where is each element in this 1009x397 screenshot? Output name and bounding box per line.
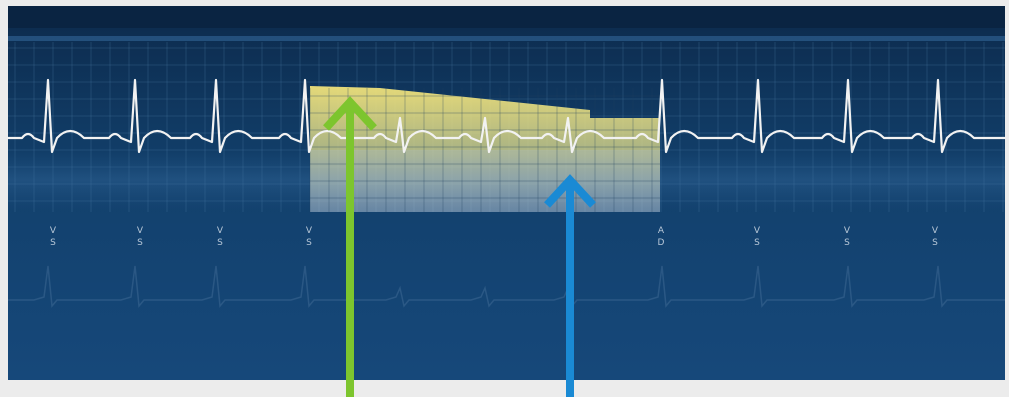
beat-marker-top: V (136, 226, 144, 236)
beat-marker-bottom: S (50, 238, 56, 248)
beat-marker-top: V (931, 226, 939, 236)
beat-marker-top: V (843, 226, 851, 236)
beat-marker-bottom: S (306, 238, 312, 248)
beat-marker-bottom: S (137, 238, 143, 248)
ecg-trace (6, 78, 1007, 154)
beat-marker: V S (302, 225, 316, 249)
blue-arrow-icon (544, 174, 596, 397)
beat-marker: V S (928, 225, 942, 249)
beat-marker: V S (750, 225, 764, 249)
beat-marker: V S (213, 225, 227, 249)
beat-marker-bottom: S (844, 238, 850, 248)
beat-marker-bottom: S (754, 238, 760, 248)
monitor-top-bar (8, 6, 1005, 28)
green-arrow-head (323, 96, 377, 131)
blue-arrow-shaft (566, 185, 574, 397)
beat-marker-bottom: S (217, 238, 223, 248)
beat-marker: V S (840, 225, 854, 249)
beat-marker-top: V (753, 226, 761, 236)
beat-marker-top: A (657, 226, 665, 236)
beat-marker-bottom: S (932, 238, 938, 248)
beat-marker-bottom: D (657, 238, 665, 248)
green-arrow-shaft (346, 108, 354, 397)
beat-marker: A D (654, 225, 668, 249)
ecg-reflection (8, 265, 1005, 308)
blue-arrow-head (544, 174, 596, 208)
beat-marker-top: V (305, 226, 313, 236)
beat-marker: V S (133, 225, 147, 249)
beat-marker-top: V (49, 226, 57, 236)
green-arrow-icon (323, 96, 377, 397)
beat-marker-top: V (216, 226, 224, 236)
beat-marker: V S (46, 225, 60, 249)
monitor-top-highlight (8, 36, 1005, 41)
highlight-region-fade (310, 150, 660, 212)
